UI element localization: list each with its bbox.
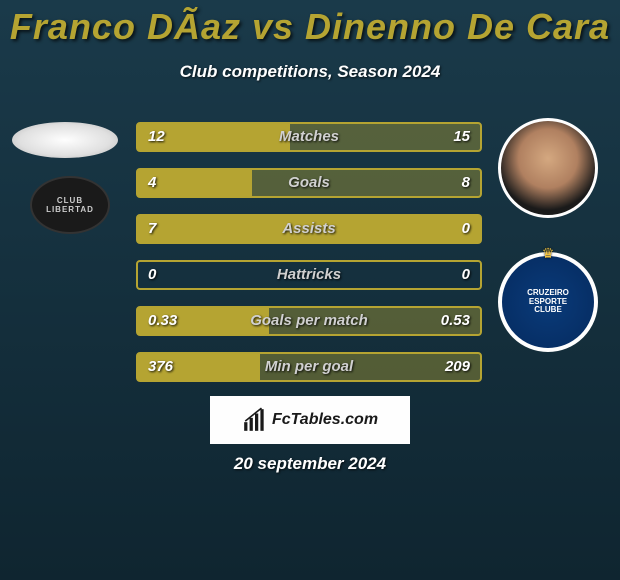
page-title: Franco DÃ­az vs Dinenno De Cara <box>0 0 620 48</box>
player-right-avatar <box>498 118 598 218</box>
stats-container: Matches1215Goals48Assists70Hattricks00Go… <box>136 122 482 398</box>
player-right-club-badge: ♛ CRUZEIRO ESPORTE CLUBE <box>498 252 598 352</box>
page-subtitle: Club competitions, Season 2024 <box>0 62 620 82</box>
stat-value-left: 4 <box>148 170 156 196</box>
stat-value-left: 376 <box>148 354 173 380</box>
stat-value-right: 209 <box>445 354 470 380</box>
stat-row: Hattricks0 0 <box>136 260 482 290</box>
stat-row: Matches12 15 <box>136 122 482 152</box>
stat-value-right: 15 <box>453 124 470 150</box>
stat-row: Goals4 8 <box>136 168 482 198</box>
stat-label: Goals per match <box>138 308 480 334</box>
stat-label: Min per goal <box>138 354 480 380</box>
player-left-avatar <box>12 122 118 158</box>
brand-text: FcTables.com <box>272 411 378 429</box>
stat-label: Goals <box>138 170 480 196</box>
player-left-club-label: CLUB LIBERTAD <box>32 196 108 214</box>
stat-label: Hattricks <box>138 262 480 288</box>
stat-value-left: 0 <box>148 262 156 288</box>
stat-value-right: 0.53 <box>441 308 470 334</box>
stat-value-left: 0.33 <box>148 308 177 334</box>
stat-row: Assists7 0 <box>136 214 482 244</box>
stat-value-left: 7 <box>148 216 156 242</box>
brand-icon <box>242 407 268 433</box>
crown-icon: ♛ <box>542 245 555 262</box>
player-right-club-label-3: CLUBE <box>534 306 562 315</box>
player-left-club-badge: CLUB LIBERTAD <box>30 176 110 234</box>
stat-label: Assists <box>138 216 480 242</box>
stat-row: Goals per match0.33 0.53 <box>136 306 482 336</box>
stat-row: Min per goal376 209 <box>136 352 482 382</box>
stat-label: Matches <box>138 124 480 150</box>
stat-value-right: 0 <box>462 216 470 242</box>
stat-value-left: 12 <box>148 124 165 150</box>
stat-value-right: 8 <box>462 170 470 196</box>
brand-box: FcTables.com <box>210 396 410 444</box>
stat-value-right: 0 <box>462 262 470 288</box>
footer-date: 20 september 2024 <box>0 454 620 474</box>
